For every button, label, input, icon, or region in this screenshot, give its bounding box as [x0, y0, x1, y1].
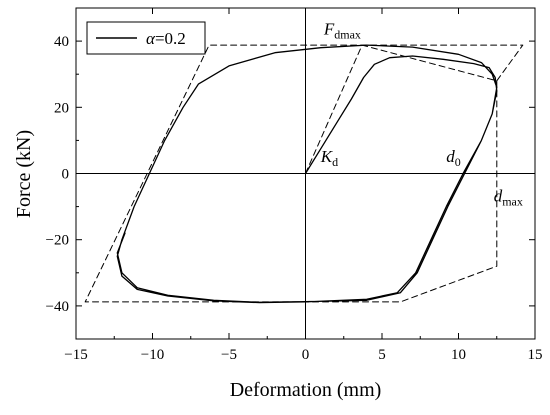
annotation-subscript: dmax — [334, 27, 361, 41]
x-tick-label: −15 — [64, 347, 87, 363]
annotation-kd: Kd — [320, 147, 338, 169]
x-tick-label: 0 — [302, 347, 310, 363]
annotation-fdmax: Fdmax — [323, 19, 361, 41]
x-tick-label: −10 — [141, 347, 164, 363]
y-axis-ticks — [76, 7, 535, 340]
x-axis-title: Deformation (mm) — [230, 379, 382, 401]
annotation-subscript: max — [502, 195, 523, 209]
x-tick-label: 5 — [378, 347, 386, 363]
x-tick-label: 10 — [451, 347, 466, 363]
annotation-main: F — [323, 19, 335, 38]
annotation-main: K — [320, 147, 334, 166]
legend: α=0.2 — [86, 21, 206, 55]
y-tick-label: 0 — [62, 167, 70, 183]
annotation-dmax: dmax — [494, 187, 523, 209]
x-tick-label: −5 — [221, 347, 237, 363]
annotation-subscript: d — [332, 155, 338, 169]
y-tick-label: 20 — [54, 100, 69, 116]
y-tick-label: 40 — [54, 34, 69, 50]
y-tick-label: −20 — [46, 233, 69, 249]
legend-label: α=0.2 — [146, 29, 186, 48]
y-axis-title: Force (kN) — [13, 130, 35, 218]
y-axis-tick-labels: −40 −20 0 20 40 — [46, 34, 69, 315]
series-layer — [84, 44, 524, 304]
x-axis-tick-labels: −15 −10 −5 0 5 10 15 — [64, 347, 542, 363]
measured-hysteresis-loop — [116, 44, 498, 304]
annotation-d0: d0 — [446, 147, 461, 169]
y-tick-label: −40 — [46, 299, 69, 315]
x-axis-ticks — [75, 8, 536, 339]
annotation-subscript: 0 — [455, 155, 461, 169]
legend-label-value: =0.2 — [155, 29, 186, 48]
annotation-main: d — [494, 187, 503, 206]
x-tick-label: 15 — [528, 347, 543, 363]
annotation-main: d — [446, 147, 455, 166]
idealized-bilinear-loop — [84, 44, 524, 303]
legend-label-symbol: α — [146, 29, 156, 48]
